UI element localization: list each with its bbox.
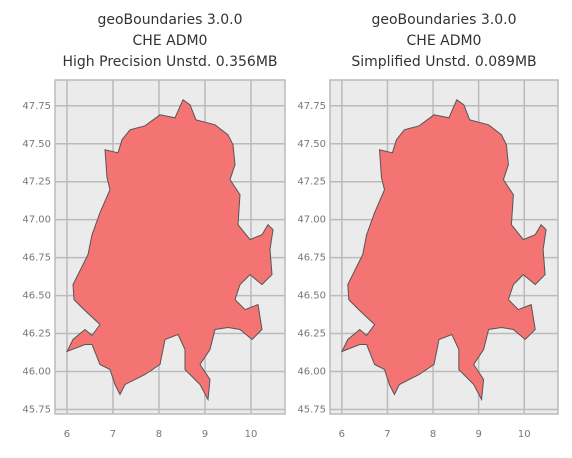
x-tick-label: 9 [202, 429, 208, 440]
panel-title: geoBoundaries 3.0.0 [97, 12, 242, 28]
y-tick-label: 46.00 [22, 366, 51, 377]
y-tick-label: 46.25 [22, 329, 51, 340]
y-tick-label: 47.75 [297, 101, 326, 112]
y-tick-label: 45.75 [22, 404, 51, 415]
y-tick-label: 46.75 [22, 253, 51, 264]
x-tick-label: 6 [64, 429, 70, 440]
y-tick-label: 47.00 [297, 215, 326, 226]
y-tick-label: 47.25 [297, 177, 326, 188]
panel-title: geoBoundaries 3.0.0 [371, 12, 516, 28]
panel-title: Simplified Unstd. 0.089MB [351, 54, 536, 70]
y-tick-label: 46.75 [297, 253, 326, 264]
y-tick-label: 47.00 [22, 215, 51, 226]
y-tick-label: 47.25 [22, 177, 51, 188]
x-tick-label: 7 [110, 429, 116, 440]
y-tick-label: 47.75 [22, 101, 51, 112]
x-tick-label: 8 [156, 429, 162, 440]
country-shape [340, 99, 547, 402]
x-tick-label: 10 [518, 429, 531, 440]
y-tick-label: 47.50 [22, 139, 51, 150]
y-tick-label: 47.50 [297, 139, 326, 150]
panel-title: High Precision Unstd. 0.356MB [63, 54, 278, 70]
x-tick-label: 7 [384, 429, 390, 440]
panel-title: CHE ADM0 [407, 33, 482, 49]
country-shape [65, 99, 274, 402]
y-tick-label: 46.25 [297, 329, 326, 340]
panel-title: CHE ADM0 [133, 33, 208, 49]
y-tick-label: 46.50 [22, 291, 51, 302]
x-tick-label: 6 [339, 429, 345, 440]
y-tick-label: 46.00 [297, 366, 326, 377]
y-tick-label: 46.50 [297, 291, 326, 302]
y-tick-label: 45.75 [297, 404, 326, 415]
x-tick-label: 8 [430, 429, 436, 440]
x-tick-label: 9 [475, 429, 481, 440]
x-tick-label: 10 [245, 429, 258, 440]
